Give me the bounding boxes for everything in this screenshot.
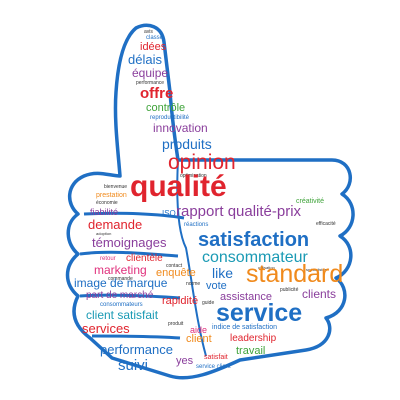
word-qualite: qualité <box>130 170 227 203</box>
word-avis: avis <box>144 29 153 35</box>
word-marketing: marketing <box>94 263 147 277</box>
word-consommateurs: consommateurs <box>100 302 143 308</box>
word-classe: classe <box>146 35 164 41</box>
word-controle: contrôle <box>146 102 186 114</box>
word-adoption: adoption <box>96 231 112 236</box>
word-equipe: équipe <box>132 66 169 80</box>
word-clients: clients <box>302 287 337 301</box>
word-assistance: assistance <box>220 291 272 303</box>
word-prestation: prestation <box>96 192 127 199</box>
word-rapport: rapport qualité-prix <box>176 203 302 220</box>
word-efficacite: efficacité <box>316 221 336 227</box>
word-suivi: suivi <box>118 357 149 374</box>
word-travail: travail <box>236 345 266 357</box>
word-consommateur: consommateur <box>202 249 308 266</box>
word-yes: yes <box>176 355 194 367</box>
finger-line-1 <box>83 211 185 220</box>
word-delais: délais <box>128 52 162 67</box>
word-iso: ISO <box>162 209 176 218</box>
word-produit-small: produit <box>168 321 184 327</box>
word-innovation: innovation <box>153 121 208 135</box>
word-client-satisfait: client satisfait <box>86 308 159 322</box>
word-economie: économie <box>96 200 118 206</box>
thumbs-up-outline <box>65 23 355 380</box>
word-vote: vote <box>206 280 227 292</box>
word-standard: standard <box>246 260 344 288</box>
word-image: image de marque <box>74 276 168 290</box>
word-bienvenue: bienvenue <box>104 184 128 190</box>
word-client: client <box>186 333 212 345</box>
word-guide: guide <box>202 300 215 306</box>
finger-line-3 <box>79 293 181 300</box>
word-idees: idées <box>140 41 167 53</box>
word-service: service <box>216 299 303 327</box>
word-leadership: leadership <box>230 333 277 344</box>
word-satisfait: satisfait <box>204 354 228 361</box>
word-indice: indice de satisfaction <box>212 324 277 331</box>
word-rapidite: rapidité <box>162 295 199 307</box>
word-contact: contact <box>166 263 183 269</box>
word-like: like <box>212 265 234 281</box>
word-demande: demande <box>88 217 143 232</box>
word-services: services <box>82 321 130 336</box>
word-temoignages: témoignages <box>92 235 167 250</box>
word-utilisation: utilisation <box>258 265 275 270</box>
word-reproductibilite: reproductibilité <box>150 115 190 121</box>
word-performance-small: performance <box>136 80 165 86</box>
word-commande: commande <box>108 276 133 282</box>
word-aide: aide <box>190 325 208 335</box>
word-produits: produits <box>162 136 212 152</box>
word-fiabilite: fiabilité <box>90 207 119 217</box>
word-specialistes: spécialistes <box>306 267 327 272</box>
word-publicite: publicité <box>280 287 299 293</box>
word-service-client: service client <box>196 364 231 370</box>
word-clientele: clientèle <box>126 253 163 264</box>
cuff-line <box>176 159 207 357</box>
finger-line-4 <box>91 334 181 340</box>
word-optimisation: optimisation <box>180 173 207 179</box>
word-norme: norme <box>186 281 201 287</box>
word-retour: retour <box>100 256 116 262</box>
word-part: part de marché <box>86 290 154 301</box>
word-opinion: opinion <box>168 151 236 174</box>
finger-line-2 <box>79 250 179 258</box>
word-performance: performance <box>100 342 173 357</box>
word-creativite: créativité <box>296 198 325 205</box>
word-offre: offre <box>140 85 174 102</box>
word-enquete: enquête <box>156 267 196 279</box>
word-satisfaction: satisfaction <box>198 229 310 251</box>
word-reactions: réactions <box>184 222 209 228</box>
